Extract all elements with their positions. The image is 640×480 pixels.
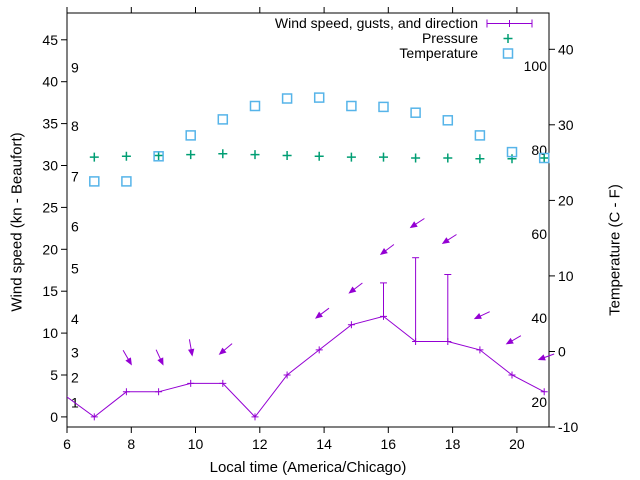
svg-text:9: 9 [71, 59, 79, 75]
svg-text:8: 8 [71, 118, 79, 134]
svg-text:30: 30 [558, 117, 574, 133]
svg-text:0: 0 [50, 409, 58, 425]
legend-item-pressure: Pressure [422, 31, 544, 46]
svg-text:40: 40 [531, 310, 547, 326]
svg-text:100: 100 [524, 58, 548, 74]
svg-text:7: 7 [71, 168, 79, 184]
x-axis-label: Local time (America/Chicago) [209, 459, 407, 476]
legend-label-wind: Wind speed, gusts, and direction [274, 15, 478, 31]
svg-text:6: 6 [63, 436, 71, 452]
svg-text:16: 16 [381, 436, 397, 452]
wind-series [67, 257, 548, 421]
svg-text:35: 35 [42, 116, 58, 132]
svg-text:14: 14 [316, 436, 332, 452]
svg-text:-10: -10 [558, 419, 578, 435]
svg-text:12: 12 [252, 436, 268, 452]
wind-direction-arrows [122, 218, 555, 366]
svg-text:25: 25 [42, 199, 58, 215]
svg-text:3: 3 [71, 344, 79, 360]
y-axis-label: Wind speed (kn - Beaufort) [8, 132, 26, 312]
svg-text:60: 60 [531, 226, 547, 242]
svg-text:0: 0 [558, 344, 566, 360]
svg-text:2: 2 [71, 369, 79, 385]
svg-text:8: 8 [127, 436, 135, 452]
y2-axis-label: Temperature (C - F) [606, 184, 624, 316]
legend: Wind speed, gusts, and direction Pressur… [275, 16, 544, 61]
svg-text:20: 20 [509, 436, 525, 452]
svg-text:10: 10 [42, 325, 58, 341]
svg-text:5: 5 [71, 261, 79, 277]
legend-sample-pressure-icon [478, 31, 544, 46]
svg-text:6: 6 [71, 219, 79, 235]
svg-text:30: 30 [42, 158, 58, 174]
svg-text:20: 20 [558, 192, 574, 208]
legend-item-wind: Wind speed, gusts, and direction [275, 16, 544, 31]
svg-text:15: 15 [42, 283, 58, 299]
svg-text:4: 4 [71, 311, 79, 327]
pressure-series [89, 149, 549, 164]
axis-tick-labels: 6 8 10 12 14 16 18 20051015202530354045-1001020… [42, 32, 578, 452]
svg-text:45: 45 [42, 32, 58, 48]
legend-sample-temperature-icon [478, 46, 544, 61]
legend-label-temperature: Temperature [399, 45, 478, 61]
svg-text:18: 18 [445, 436, 461, 452]
svg-text:5: 5 [50, 367, 58, 383]
svg-text:20: 20 [42, 241, 58, 257]
svg-text:40: 40 [558, 41, 574, 57]
legend-label-pressure: Pressure [421, 30, 478, 46]
svg-text:10: 10 [188, 436, 204, 452]
axis-ticks [61, 7, 555, 433]
legend-item-temperature: Temperature [399, 46, 544, 61]
svg-text:20: 20 [531, 394, 547, 410]
plot-border [66, 12, 550, 428]
temperature-series [89, 92, 550, 187]
svg-text:40: 40 [42, 74, 58, 90]
svg-text:10: 10 [558, 268, 574, 284]
legend-sample-wind-icon [478, 16, 544, 31]
